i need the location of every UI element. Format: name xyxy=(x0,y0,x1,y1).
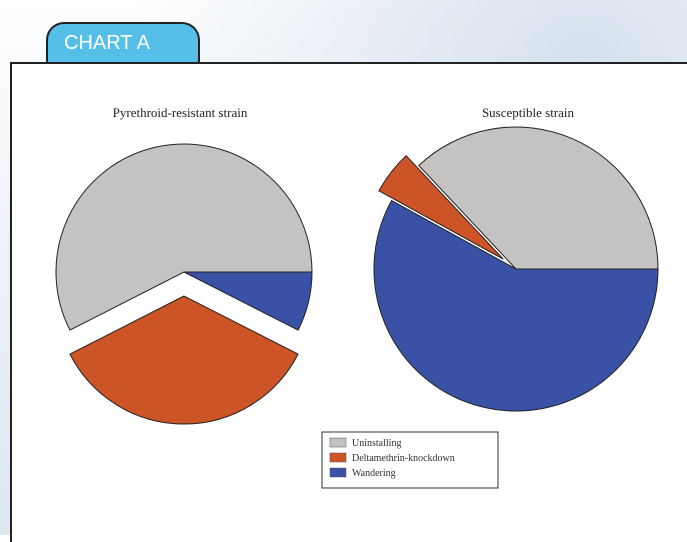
legend-swatch-deltamethrin xyxy=(329,452,347,463)
pie-slice-wandering xyxy=(183,271,313,331)
pie-resistant xyxy=(55,143,313,425)
legend-swatch-wandering xyxy=(329,467,347,478)
legend-label-wandering: Wandering xyxy=(352,468,396,479)
pie-slice-wandering xyxy=(373,199,659,412)
chart-title-resistant: Pyrethroid-resistant strain xyxy=(113,105,248,120)
pie-slice-uninstalling xyxy=(418,126,659,270)
legend-swatch-uninstalling xyxy=(329,437,347,448)
pie-slice-deltamethrin-knockdown xyxy=(69,295,299,425)
pie-slice-uninstalling xyxy=(55,143,313,331)
pie-charts-svg: Pyrethroid-resistant strain Susceptible … xyxy=(55,105,659,489)
chart-tab-label: CHART A xyxy=(64,32,150,54)
legend-label-deltamethrin: Deltamethrin-knockdown xyxy=(352,453,455,464)
pie-slice-deltamethrin-knockdown xyxy=(378,154,504,260)
chart-panel: Pyrethroid-resistant strain Susceptible … xyxy=(10,62,687,542)
chart-tab[interactable]: CHART A xyxy=(46,22,200,64)
chart-title-susceptible: Susceptible strain xyxy=(482,105,575,120)
legend: Uninstalling Deltamethrin-knockdown Wand… xyxy=(321,431,499,489)
legend-label-uninstalling: Uninstalling xyxy=(352,438,401,449)
legend-box xyxy=(321,431,499,489)
pie-susceptible xyxy=(373,126,659,412)
